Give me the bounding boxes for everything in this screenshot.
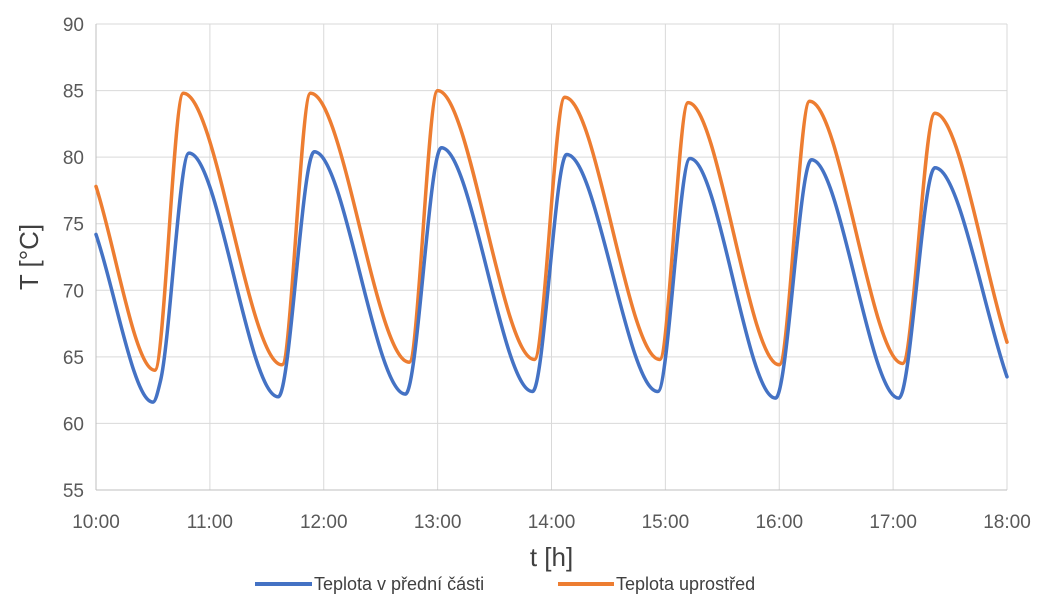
x-tick-label: 18:00 [983, 512, 1031, 533]
series-line-middle [94, 88, 1009, 372]
x-tick-label: 15:00 [642, 512, 690, 533]
y-tick-label: 65 [63, 348, 84, 369]
series-line-front [94, 146, 1009, 404]
legend: Teplota v přední části Teplota uprostřed [255, 574, 755, 594]
x-tick-label: 13:00 [414, 512, 462, 533]
y-tick-label: 80 [63, 148, 84, 169]
x-tick-label: 16:00 [755, 512, 803, 533]
tick-labels: 55 60 65 70 75 80 85 90 10:00 11:00 12:00 13:00 14:0… [63, 15, 1031, 533]
y-tick-label: 90 [63, 15, 84, 36]
series-lines [94, 88, 1009, 404]
x-tick-label: 17:00 [869, 512, 917, 533]
x-tick-label: 10:00 [72, 512, 120, 533]
y-tick-label: 55 [63, 481, 84, 502]
axes [95, 24, 1007, 491]
y-axis-title: T [°C] [14, 224, 44, 290]
x-axis-title: t [h] [530, 542, 573, 572]
x-tick-label: 12:00 [300, 512, 348, 533]
y-tick-label: 60 [63, 414, 84, 435]
legend-label-front: Teplota v přední části [314, 574, 484, 594]
legend-label-middle: Teplota uprostřed [616, 574, 755, 594]
x-tick-label: 11:00 [187, 512, 233, 533]
x-tick-label: 14:00 [528, 512, 576, 533]
y-tick-label: 70 [63, 281, 84, 302]
y-tick-label: 75 [63, 215, 84, 236]
y-tick-label: 85 [63, 82, 84, 103]
